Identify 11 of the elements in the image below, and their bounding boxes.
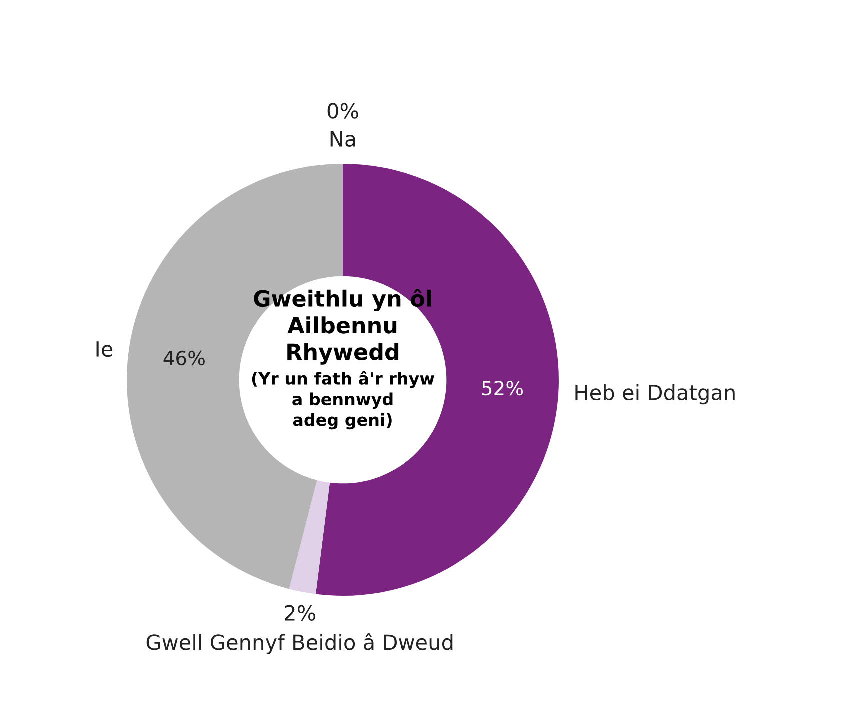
- data-label: 46%: [164, 350, 205, 366]
- text: Gweithlu yn ôl Ailbennu Rhywedd: [254, 288, 432, 365]
- data-label: 2%: [285, 605, 316, 622]
- data-label: 52%: [482, 380, 524, 396]
- text: 0%: [328, 103, 358, 119]
- category-label: Na: [330, 132, 356, 148]
- slice-label: Ie: [96, 342, 113, 358]
- slice-label: Heb ei Ddatgan: [576, 384, 735, 405]
- donut-slice: [289, 480, 330, 594]
- text: (Yr un fath â'r rhyw a bennwyd adeg geni): [252, 371, 434, 430]
- slice-label: Gwell Gennyf Beidio â Dweud: [146, 633, 453, 654]
